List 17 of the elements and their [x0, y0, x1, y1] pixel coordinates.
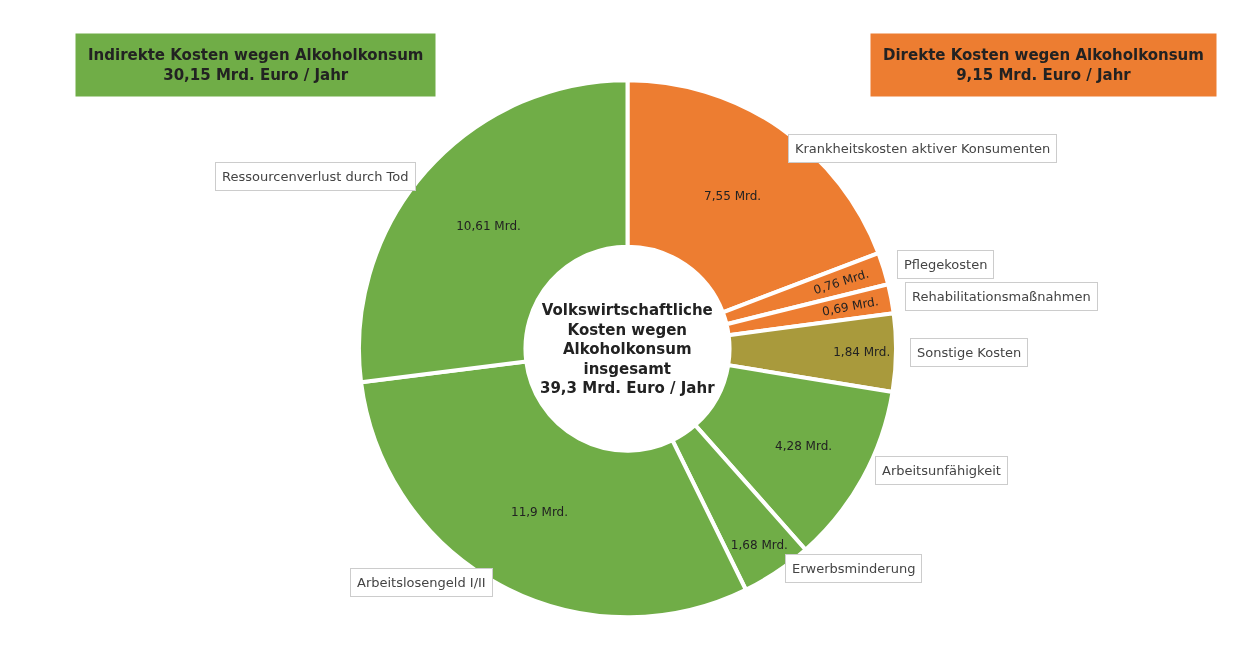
slice-label: Arbeitslosengeld I/II: [357, 575, 486, 590]
slice-label: Ressourcenverlust durch Tod: [222, 169, 409, 184]
slice-label: Erwerbsminderung: [792, 561, 916, 576]
slice-label: Arbeitsunfähigkeit: [882, 463, 1001, 478]
data-label: 4,28 Mrd.: [775, 438, 833, 453]
slice-label: Sonstige Kosten: [917, 345, 1022, 360]
slice-label: Krankheitskosten aktiver Konsumenten: [795, 141, 1051, 156]
text: Volkswirtschaftliche Kosten wegen Alkoholkonsum insgesamt 39,3 Mrd. Euro / Jahr: [540, 301, 716, 397]
data-label: 11,9 Mrd.: [511, 504, 569, 519]
text: Indirekte Kosten wegen Alkoholkonsum 30,15 Mrd. Euro / Jahr: [88, 46, 424, 84]
data-label: 1,84 Mrd.: [833, 345, 891, 360]
slice-label: Rehabilitationsmaßnahmen: [912, 289, 1091, 304]
data-label: 10,61 Mrd.: [456, 219, 521, 234]
data-label: 1,68 Mrd.: [730, 538, 788, 553]
slice-label: Pflegekosten: [904, 257, 988, 272]
text: Direkte Kosten wegen Alkoholkonsum 9,15 Mrd. Euro / Jahr: [883, 46, 1204, 84]
data-label: 7,55 Mrd.: [704, 189, 762, 204]
